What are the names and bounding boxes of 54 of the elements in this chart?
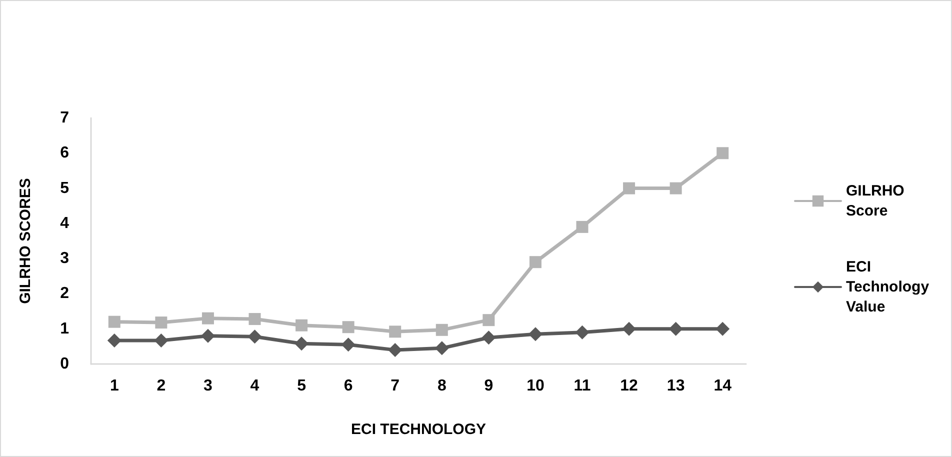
- point: [248, 313, 261, 326]
- point: [248, 330, 262, 344]
- point: [668, 322, 683, 336]
- point: [107, 333, 122, 348]
- y-tick-label: 4: [60, 214, 70, 232]
- y-tick-label: 5: [60, 180, 70, 197]
- point: [436, 324, 448, 336]
- x-tick-label: 1: [110, 378, 119, 394]
- point: [576, 220, 588, 233]
- point: [200, 328, 215, 343]
- y-tick-label: 2: [60, 285, 70, 302]
- point: [482, 330, 496, 345]
- x-tick-label: 4: [250, 378, 260, 394]
- y-tick-label: 1: [60, 320, 70, 338]
- x-tick-label: 5: [297, 378, 306, 394]
- point: [388, 342, 402, 357]
- point: [154, 333, 168, 348]
- x-tick-label: 6: [344, 378, 353, 394]
- point: [482, 314, 495, 326]
- x-tick-label: 8: [437, 378, 446, 394]
- point: [528, 327, 542, 342]
- point: [341, 338, 356, 352]
- x-tick-label: 2: [156, 378, 166, 394]
- point: [294, 336, 309, 351]
- y-tick-label: 0: [60, 356, 70, 372]
- point: [296, 319, 308, 332]
- x-tick-label: 10: [526, 378, 544, 394]
- point: [716, 322, 730, 336]
- x-tick-label: 3: [204, 378, 213, 394]
- x-tick-label: 7: [390, 378, 400, 394]
- point: [670, 182, 682, 194]
- point: [108, 316, 120, 328]
- point: [623, 182, 636, 194]
- point: [622, 322, 636, 336]
- y-tick-label: 3: [60, 250, 70, 268]
- x-tick-label: 11: [574, 378, 591, 394]
- y-tick-label: 7: [60, 110, 70, 126]
- point: [434, 341, 449, 356]
- legend-label: ECI Technology Value: [846, 258, 934, 316]
- y-axis-title: GILRHO SCORES: [17, 178, 34, 304]
- point: [155, 316, 168, 329]
- point: [575, 325, 590, 340]
- point: [529, 256, 542, 268]
- y-tick-label: 6: [60, 144, 70, 162]
- point: [389, 326, 402, 338]
- point: [716, 147, 729, 160]
- x-tick-label: 9: [484, 378, 494, 394]
- x-axis-title: ECI TECHNOLOGY: [350, 421, 486, 438]
- point: [202, 312, 214, 324]
- legend-label: GILRHO Score: [846, 182, 908, 220]
- x-tick-label: 13: [666, 378, 685, 394]
- x-tick-label: 14: [714, 378, 732, 394]
- point: [342, 321, 354, 334]
- x-tick-label: 12: [620, 378, 638, 394]
